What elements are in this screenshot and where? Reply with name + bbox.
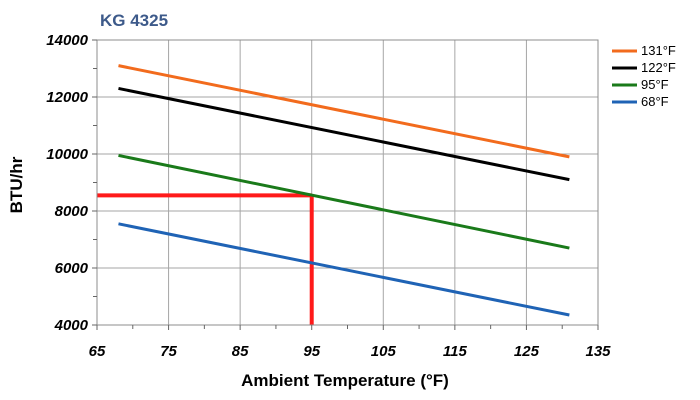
y-tick-label: 10000 bbox=[46, 146, 88, 163]
y-tick-label: 8000 bbox=[55, 203, 89, 220]
x-tick-label: 125 bbox=[514, 343, 540, 360]
y-tick-label: 6000 bbox=[55, 260, 89, 277]
legend-label: 131°F bbox=[641, 43, 676, 58]
chart-title: KG 4325 bbox=[100, 11, 168, 30]
x-tick-labels: 65 75 85 95 105 115 125 135 bbox=[89, 343, 612, 360]
x-tick-label: 75 bbox=[160, 343, 177, 360]
y-tick-labels: 4000 6000 8000 10000 12000 14000 bbox=[46, 32, 88, 334]
legend-label: 95°F bbox=[641, 77, 669, 92]
x-tick-label: 65 bbox=[89, 343, 106, 360]
plot-area bbox=[97, 40, 598, 325]
axes bbox=[92, 39, 599, 330]
x-tick-label: 85 bbox=[232, 343, 249, 360]
y-tick-label: 14000 bbox=[46, 32, 88, 49]
legend: 131°F 122°F 95°F 68°F bbox=[612, 43, 676, 109]
y-tick-label: 4000 bbox=[54, 317, 89, 334]
legend-label: 122°F bbox=[641, 60, 676, 75]
series-line-122F bbox=[118, 86, 570, 182]
x-axis-title: Ambient Temperature (°F) bbox=[241, 371, 449, 390]
series-lines bbox=[118, 64, 570, 317]
series-line-68F bbox=[118, 222, 570, 317]
y-axis-title: BTU/hr bbox=[7, 156, 26, 213]
plot-background bbox=[97, 40, 598, 325]
x-tick-label: 135 bbox=[585, 343, 611, 360]
series-line-95F bbox=[118, 153, 570, 250]
x-tick-label: 115 bbox=[443, 343, 468, 360]
series-line-131F bbox=[118, 64, 570, 159]
y-tick-label: 12000 bbox=[46, 89, 88, 106]
annotation-lines bbox=[97, 193, 314, 325]
legend-label: 68°F bbox=[641, 94, 669, 109]
x-tick-label: 105 bbox=[371, 343, 397, 360]
x-tick-label: 95 bbox=[303, 343, 320, 360]
